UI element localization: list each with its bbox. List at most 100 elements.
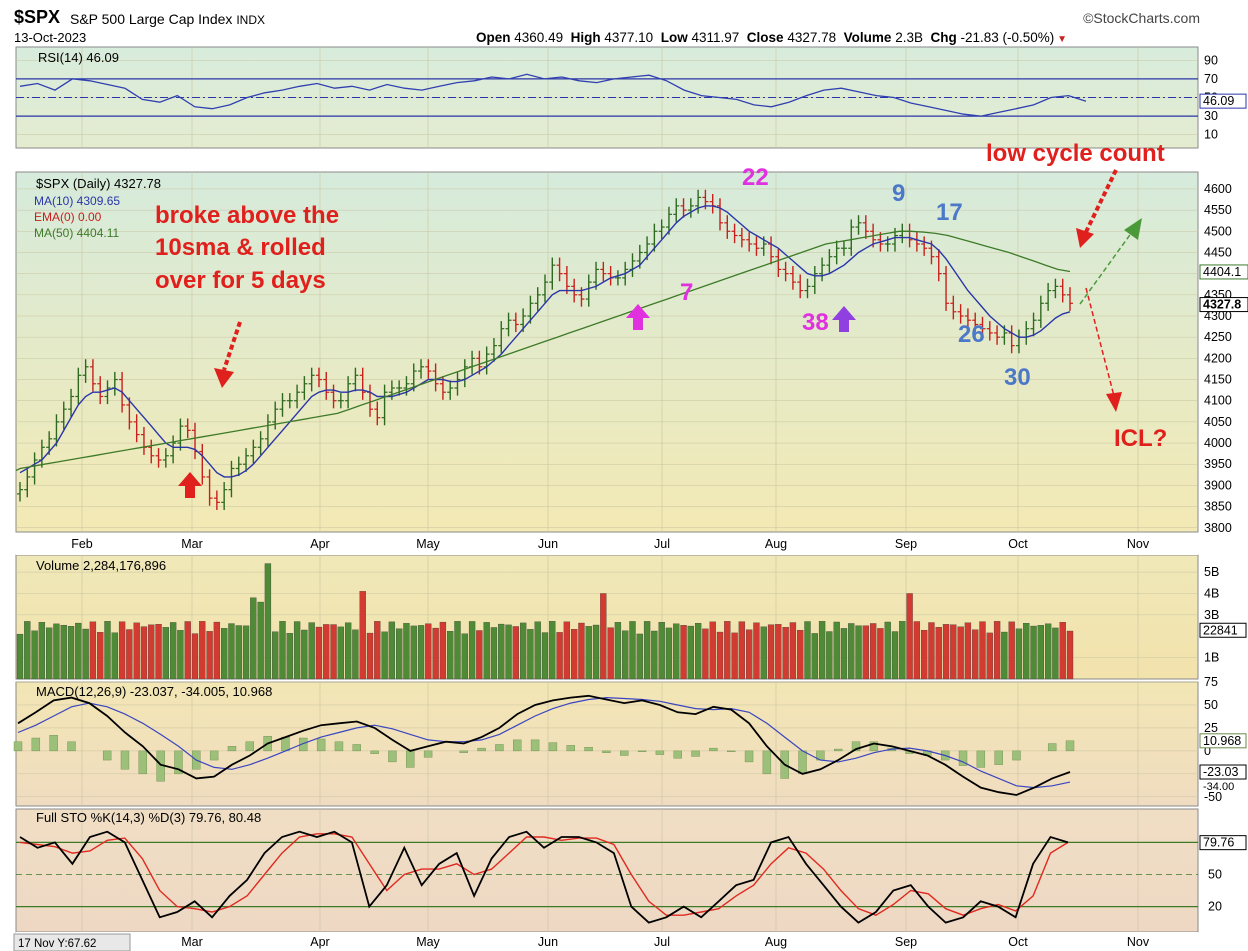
price-legend-item: EMA(0) 0.00 <box>34 210 102 224</box>
volume-bar <box>388 621 396 680</box>
open-label: Open <box>476 30 511 45</box>
macd-ytick: 25 <box>1204 721 1218 735</box>
volume-bar <box>468 621 476 680</box>
volume-bar <box>1052 627 1059 680</box>
volume-bar <box>447 631 454 680</box>
macd-histogram-bar <box>655 750 665 755</box>
price-ytick: 4250 <box>1204 330 1232 344</box>
volume-bar <box>140 626 148 680</box>
volume-bar <box>403 623 410 680</box>
volume-bar <box>906 593 913 680</box>
volume-bar <box>67 626 75 680</box>
rsi-last-box <box>1199 93 1247 109</box>
ma50-line <box>15 230 1071 472</box>
macd-histogram-bar <box>370 750 379 754</box>
macd-histogram-bar <box>281 736 290 752</box>
price-ytick: 3850 <box>1204 500 1232 514</box>
volume-bar <box>461 633 468 680</box>
macd-histogram-bar <box>102 750 112 761</box>
panel-vol <box>15 554 1199 680</box>
volume-bar <box>775 624 782 680</box>
volume-bar <box>658 622 665 680</box>
sto-k-line <box>19 830 1069 924</box>
xaxis-band-bottom <box>16 932 1198 951</box>
macd-histogram-bar <box>13 741 23 752</box>
volume-bar <box>884 621 891 680</box>
volume-bar <box>250 597 257 680</box>
volume-bar <box>344 622 352 680</box>
volume-bar <box>286 633 293 680</box>
volume-bar <box>629 621 636 680</box>
volume-bar <box>921 630 928 680</box>
price-ytick: 4550 <box>1204 203 1232 217</box>
volume-bar <box>972 629 979 680</box>
volume-bar <box>680 625 687 680</box>
exchange: INDX <box>236 13 265 27</box>
volume-bar <box>82 628 89 680</box>
volume-bar <box>228 623 235 680</box>
volume-bar <box>315 626 323 680</box>
volume-bar <box>993 621 1001 680</box>
volume-bar <box>118 621 126 680</box>
volume-bar <box>848 623 855 680</box>
volume-bar <box>782 627 789 680</box>
close-last-box <box>1199 297 1248 313</box>
price-ytick: 4000 <box>1204 436 1232 450</box>
volume-bar <box>24 621 31 680</box>
macd-histogram-bar <box>994 750 1003 765</box>
volume-bar <box>1066 630 1074 680</box>
vol-ytick: 5B <box>1204 565 1219 579</box>
volume-bar <box>855 625 862 680</box>
vol-ytick: 3B <box>1204 608 1219 622</box>
volume-bar <box>330 624 337 680</box>
xaxis-band <box>16 532 1198 555</box>
volume-bar <box>483 622 490 680</box>
cycle-count-label: 38 <box>802 309 829 336</box>
volume-bar <box>75 622 82 680</box>
volume-bar <box>986 632 993 680</box>
volume-bar <box>264 563 272 680</box>
chart-date: 13-Oct-2023 <box>14 30 87 45</box>
volume-bar <box>534 621 541 680</box>
volume-bar <box>206 631 213 680</box>
macd-histogram-bar <box>566 745 575 752</box>
volume-bar <box>184 621 191 680</box>
volume-bar <box>541 632 549 680</box>
macd-histogram-bar <box>620 750 629 756</box>
brand-logo: ©StockCharts.com <box>1083 10 1200 26</box>
volume-bar <box>643 621 651 680</box>
volume-bar <box>97 632 104 680</box>
price-ytick: 3800 <box>1204 521 1232 535</box>
cursor-readout-box <box>13 933 131 951</box>
sto-title: Full STO %K(14,3) %D(3) 79.76, 80.48 <box>36 810 261 825</box>
xtick-bottom: Jun <box>538 935 558 949</box>
volume-bar <box>432 627 439 680</box>
ohlc-readout: Open 4360.49 High 4377.10 Low 4311.97 Cl… <box>476 30 1067 45</box>
macd-histogram-bar <box>1065 740 1075 752</box>
volume-bar <box>410 625 417 680</box>
vol-ytick: 4B <box>1204 586 1219 600</box>
high-label: High <box>570 30 601 45</box>
macd-histogram-bar <box>227 746 237 752</box>
macd-hist-last-label: 10.968 <box>1203 734 1241 748</box>
price-ytick: 4500 <box>1204 224 1232 238</box>
price-ytick: 4200 <box>1204 351 1232 365</box>
volume-bar <box>804 621 811 680</box>
volume-bar <box>323 624 330 680</box>
xtick-price: May <box>416 537 440 551</box>
macd-histogram-bar <box>174 750 183 775</box>
macd-histogram-bar <box>1012 750 1021 761</box>
volume-bar <box>60 624 67 680</box>
volume-bar <box>498 623 505 680</box>
macd-histogram-bar <box>637 750 647 753</box>
xtick-bottom: Mar <box>181 935 203 949</box>
volume-bar <box>818 621 826 680</box>
macd-hist-last-box <box>1199 733 1247 749</box>
projection-down-arrow-head <box>1106 392 1122 412</box>
volume-bar <box>162 627 169 680</box>
macd-histogram-bar <box>120 750 130 770</box>
volume-bar <box>928 622 935 680</box>
volume-bar <box>359 591 366 680</box>
volume-bar <box>891 631 899 680</box>
volume-bar <box>753 622 760 680</box>
